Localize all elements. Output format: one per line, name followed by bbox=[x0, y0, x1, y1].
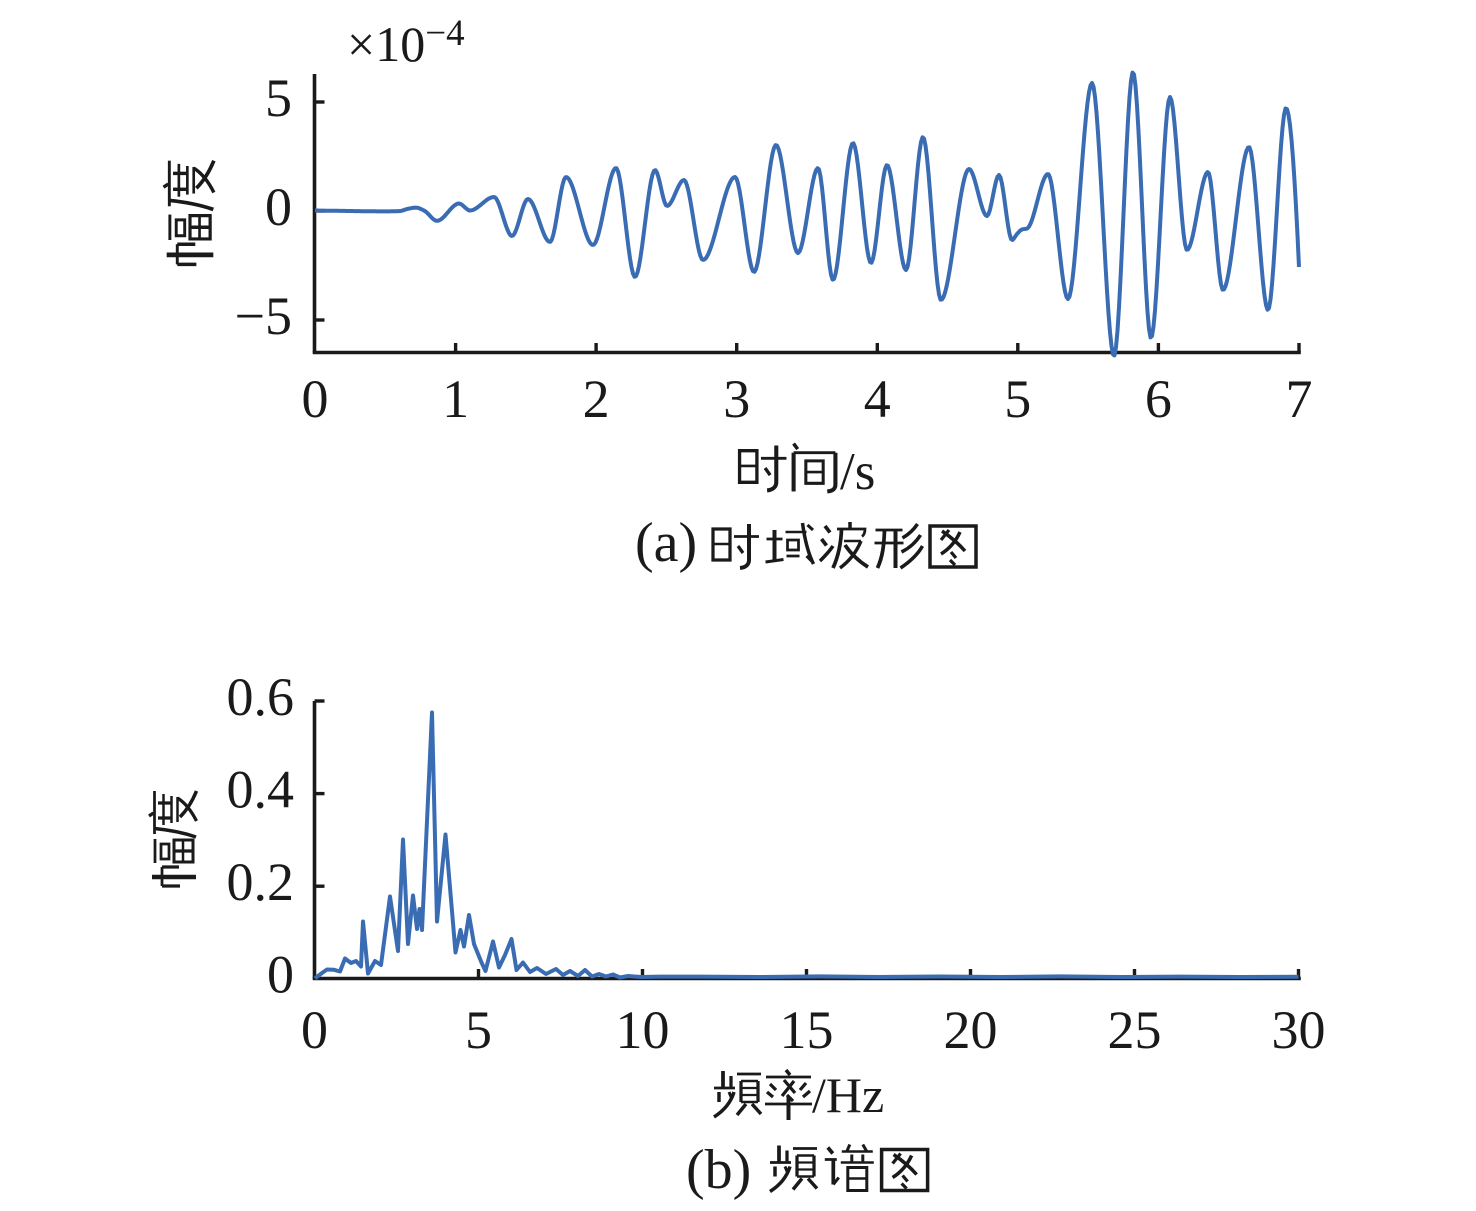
svg-text:0: 0 bbox=[301, 1000, 328, 1060]
svg-text:5: 5 bbox=[1004, 369, 1031, 429]
svg-text:−5: −5 bbox=[235, 286, 292, 346]
svg-text:25: 25 bbox=[1108, 1000, 1162, 1060]
svg-text:0.4: 0.4 bbox=[227, 760, 295, 820]
svg-text:(a): (a) bbox=[635, 512, 697, 574]
svg-text:0: 0 bbox=[302, 369, 329, 429]
svg-text:0: 0 bbox=[265, 177, 292, 237]
svg-text:5: 5 bbox=[265, 68, 292, 128]
svg-text:30: 30 bbox=[1272, 1000, 1326, 1060]
svg-text:5: 5 bbox=[465, 1000, 492, 1060]
svg-text:20: 20 bbox=[944, 1000, 998, 1060]
svg-text:6: 6 bbox=[1145, 369, 1172, 429]
svg-text:1: 1 bbox=[442, 369, 469, 429]
svg-text:2: 2 bbox=[583, 369, 610, 429]
svg-text:0.2: 0.2 bbox=[227, 852, 295, 912]
svg-text:/s: /s bbox=[840, 443, 875, 501]
svg-text:/Hz: /Hz bbox=[812, 1067, 884, 1123]
svg-text:3: 3 bbox=[723, 369, 750, 429]
svg-text:0.6: 0.6 bbox=[227, 667, 295, 727]
svg-text:4: 4 bbox=[864, 369, 891, 429]
svg-text:10: 10 bbox=[616, 1000, 670, 1060]
svg-text:7: 7 bbox=[1286, 369, 1313, 429]
svg-text:(b): (b) bbox=[686, 1139, 751, 1201]
svg-text:15: 15 bbox=[780, 1000, 834, 1060]
svg-text:0: 0 bbox=[267, 945, 294, 1005]
